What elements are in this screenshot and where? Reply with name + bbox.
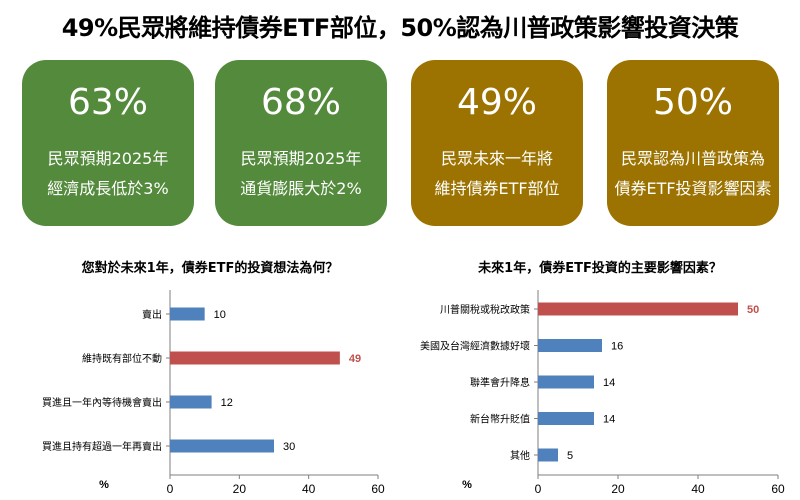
- bar: [538, 375, 594, 389]
- category-label: 聯準會升降息: [470, 376, 530, 389]
- category-label: 其他: [510, 449, 530, 462]
- category-label: 新台幣升貶值: [470, 413, 530, 426]
- category-label: 買進且持有超過一年再賣出: [42, 440, 162, 453]
- x-axis-label: %: [462, 479, 472, 491]
- x-tick-label: 40: [691, 482, 705, 496]
- chart-0: 0 20 40 60% 賣出 10 維持既有部位不動 49 買進且一年內等待機會賣出 12 買進且持…: [42, 290, 385, 496]
- data-label: 14: [603, 377, 615, 389]
- data-label: 10: [214, 309, 226, 321]
- chart-title-influence-factors: 未來1年，債券ETF投資的主要影響因素？: [478, 261, 722, 276]
- stat-card-value: 49%: [456, 82, 537, 123]
- x-tick-label: 20: [611, 482, 625, 496]
- stat-card-economic-growth: 63% 民眾預期2025年 經濟成長低於3%: [22, 60, 194, 226]
- category-label: 買進且一年內等待機會賣出: [42, 396, 162, 409]
- bar: [538, 302, 738, 316]
- stat-card-description: 民眾未來一年將 維持債券ETF部位: [434, 149, 560, 198]
- category-label: 川普關稅或稅改政策: [440, 303, 530, 316]
- x-tick-label: 0: [535, 482, 542, 496]
- stat-card-description: 民眾認為川普政策為 債券ETF投資影響因素: [614, 149, 772, 198]
- bar: [538, 412, 594, 425]
- stat-card-description: 民眾預期2025年 通貨膨脹大於2%: [240, 149, 362, 198]
- bar: [170, 439, 274, 453]
- data-label: 50: [747, 304, 759, 316]
- stat-card-value: 68%: [260, 82, 341, 123]
- data-label: 30: [283, 441, 295, 453]
- stat-card-hold-position: 49% 民眾未來一年將 維持債券ETF部位: [411, 60, 583, 226]
- data-label: 12: [221, 397, 233, 409]
- headline: 49%民眾將維持債券ETF部位，50%認為川普政策影響投資決策: [61, 14, 739, 42]
- x-tick-label: 40: [302, 482, 316, 496]
- bar: [538, 448, 558, 462]
- category-label: 維持既有部位不動: [82, 352, 162, 365]
- bar: [538, 339, 602, 352]
- stat-card-value: 63%: [67, 82, 148, 123]
- x-tick-label: 60: [371, 482, 385, 496]
- category-label: 賣出: [142, 308, 162, 321]
- data-label: 5: [567, 450, 573, 462]
- bar: [170, 395, 212, 409]
- chart-1: 0 20 40 60% 川普關稅或稅改政策 50 美國及台灣經濟數據好壞 16 聯準會升降息 14…: [420, 290, 785, 496]
- x-tick-label: 60: [771, 482, 785, 496]
- chart-title-investment-plan: 您對於未來1年，債券ETF的投資想法為何？: [81, 261, 339, 276]
- data-label: 49: [349, 353, 361, 365]
- bar: [170, 307, 205, 321]
- category-label: 美國及台灣經濟數據好壞: [420, 340, 530, 353]
- bar: [170, 351, 340, 365]
- stat-card-trump-policy: 50% 民眾認為川普政策為 債券ETF投資影響因素: [607, 60, 779, 226]
- data-label: 16: [611, 341, 623, 353]
- x-axis-label: %: [99, 479, 109, 491]
- stat-card-inflation: 68% 民眾預期2025年 通貨膨脹大於2%: [215, 60, 387, 226]
- x-tick-label: 0: [167, 482, 174, 496]
- stat-card-description: 民眾預期2025年 經濟成長低於3%: [47, 149, 169, 198]
- x-tick-label: 20: [233, 482, 247, 496]
- data-label: 14: [603, 414, 615, 426]
- stat-card-value: 50%: [652, 82, 733, 123]
